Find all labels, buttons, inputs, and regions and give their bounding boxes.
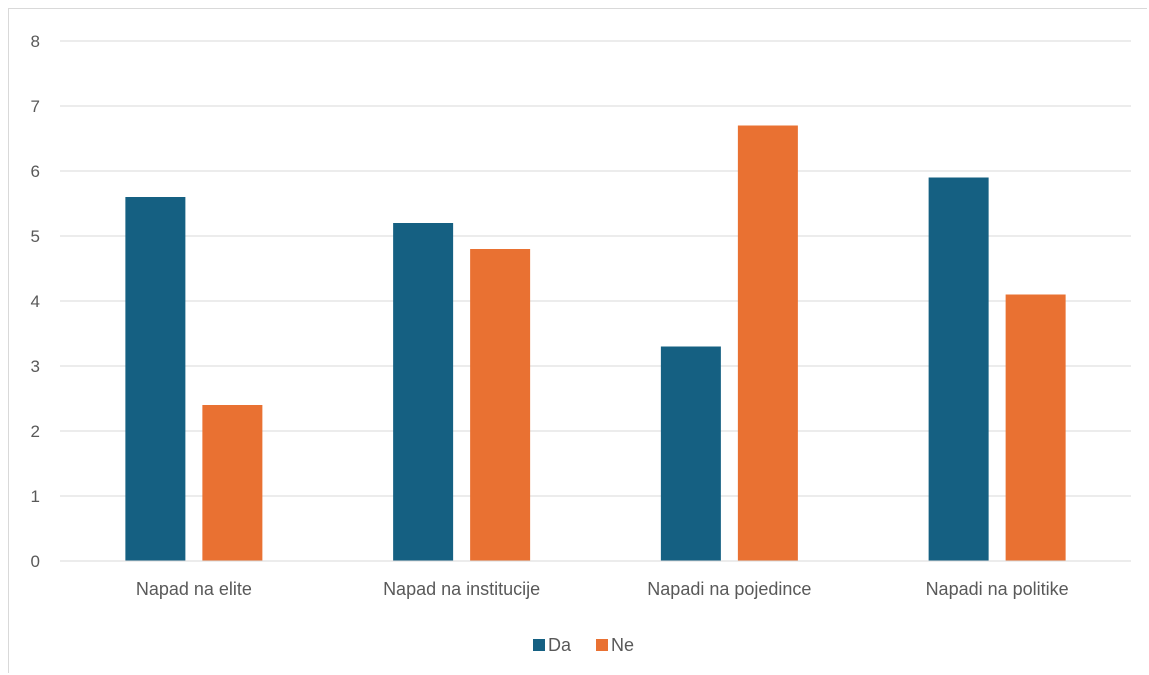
y-tick-label: 6 <box>31 162 40 181</box>
bar-da <box>125 197 186 561</box>
bar-ne <box>470 249 531 561</box>
bar-da <box>660 346 721 561</box>
bar-ne <box>737 125 798 561</box>
x-category-label: Napadi na pojedince <box>647 579 811 599</box>
x-category-label: Napad na institucije <box>383 579 540 599</box>
y-tick-label: 8 <box>31 32 40 51</box>
y-tick-label: 4 <box>31 292 40 311</box>
bar-ne <box>202 405 263 561</box>
y-tick-label: 1 <box>31 487 40 506</box>
bar-da <box>393 223 454 561</box>
x-category-label: Napadi na politike <box>926 579 1069 599</box>
x-axis-category-labels: Napad na elite Napad na institucije Napadi… <box>136 579 1069 599</box>
legend-swatch-da <box>533 639 545 651</box>
legend: Da Ne <box>533 635 634 655</box>
y-tick-label: 5 <box>31 227 40 246</box>
bars <box>125 125 1066 561</box>
legend-label-da: Da <box>548 635 572 655</box>
bar-da <box>928 177 989 561</box>
y-tick-label: 7 <box>31 97 40 116</box>
y-tick-label: 0 <box>31 552 40 571</box>
legend-label-ne: Ne <box>611 635 634 655</box>
y-tick-label: 2 <box>31 422 40 441</box>
y-tick-label: 3 <box>31 357 40 376</box>
legend-swatch-ne <box>596 639 608 651</box>
bar-ne <box>1005 294 1066 561</box>
y-axis-tick-labels: 0 1 2 3 4 5 6 7 8 <box>31 32 40 571</box>
x-category-label: Napad na elite <box>136 579 252 599</box>
